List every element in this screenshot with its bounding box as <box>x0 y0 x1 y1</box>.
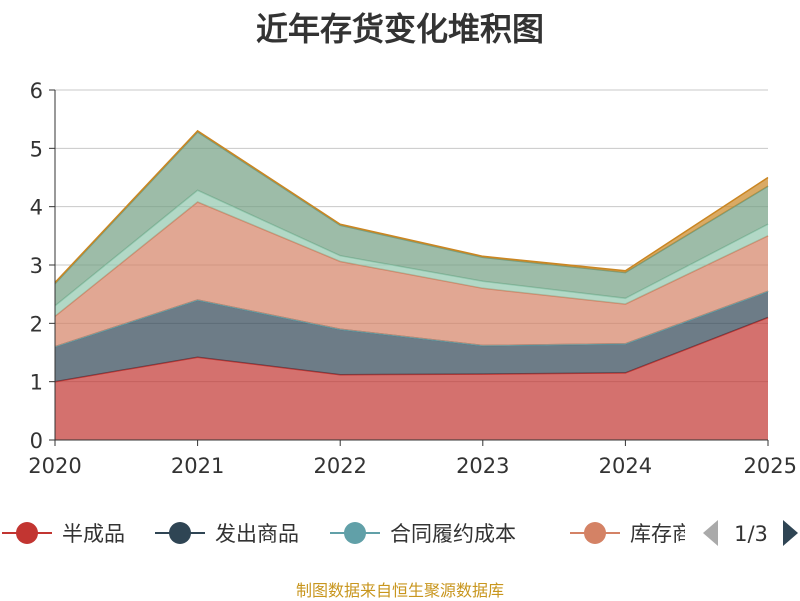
legend[interactable]: 半成品 发出商品 合同履约成本 库存商 1/3 <box>2 520 798 546</box>
x-tick-label: 2025 <box>744 454 797 478</box>
area-series-3 <box>55 202 768 347</box>
legend-marker <box>169 522 191 544</box>
x-tick-label: 2021 <box>171 454 224 478</box>
area-series-layer <box>54 129 769 440</box>
y-tick-label: 4 <box>30 196 43 220</box>
y-tick-label: 0 <box>30 429 43 453</box>
x-tick-label: 2023 <box>456 454 509 478</box>
legend-marker <box>584 522 606 544</box>
legend-label: 发出商品 <box>215 522 299 546</box>
legend-item-3[interactable]: 库存商 <box>570 522 693 546</box>
legend-item-2[interactable]: 合同履约成本 <box>330 522 516 546</box>
legend-label: 合同履约成本 <box>390 522 516 546</box>
legend-marker <box>344 522 366 544</box>
y-tick-label: 2 <box>30 312 43 336</box>
x-tick-label: 2022 <box>313 454 366 478</box>
x-tick-label: 2024 <box>599 454 652 478</box>
area-series-5 <box>55 132 768 306</box>
source-note: 制图数据来自恒生聚源数据库 <box>295 581 504 600</box>
legend-marker <box>16 522 38 544</box>
legend-next-arrow-icon[interactable] <box>783 520 798 546</box>
legend-prev-arrow-icon[interactable] <box>703 520 718 546</box>
series-line-6 <box>54 129 769 284</box>
area-series-0 <box>55 317 768 440</box>
y-tick-label: 6 <box>30 79 43 103</box>
y-tick-label: 1 <box>30 371 43 395</box>
legend-label: 库存商 <box>630 522 693 546</box>
legend-page-indicator: 1/3 <box>734 522 768 546</box>
chart-title: 近年存货变化堆积图 <box>255 10 544 48</box>
y-tick-label: 5 <box>30 137 43 161</box>
y-tick-label: 3 <box>30 254 43 278</box>
legend-item-1[interactable]: 发出商品 <box>155 522 299 546</box>
legend-item-0[interactable]: 半成品 <box>2 522 125 546</box>
legend-label: 半成品 <box>62 522 125 546</box>
axes: 0 1 2 3 4 5 6 2020 2021 2022 2023 2024 2025 <box>28 79 797 478</box>
area-series-1 <box>55 291 768 382</box>
x-tick-label: 2020 <box>28 454 81 478</box>
